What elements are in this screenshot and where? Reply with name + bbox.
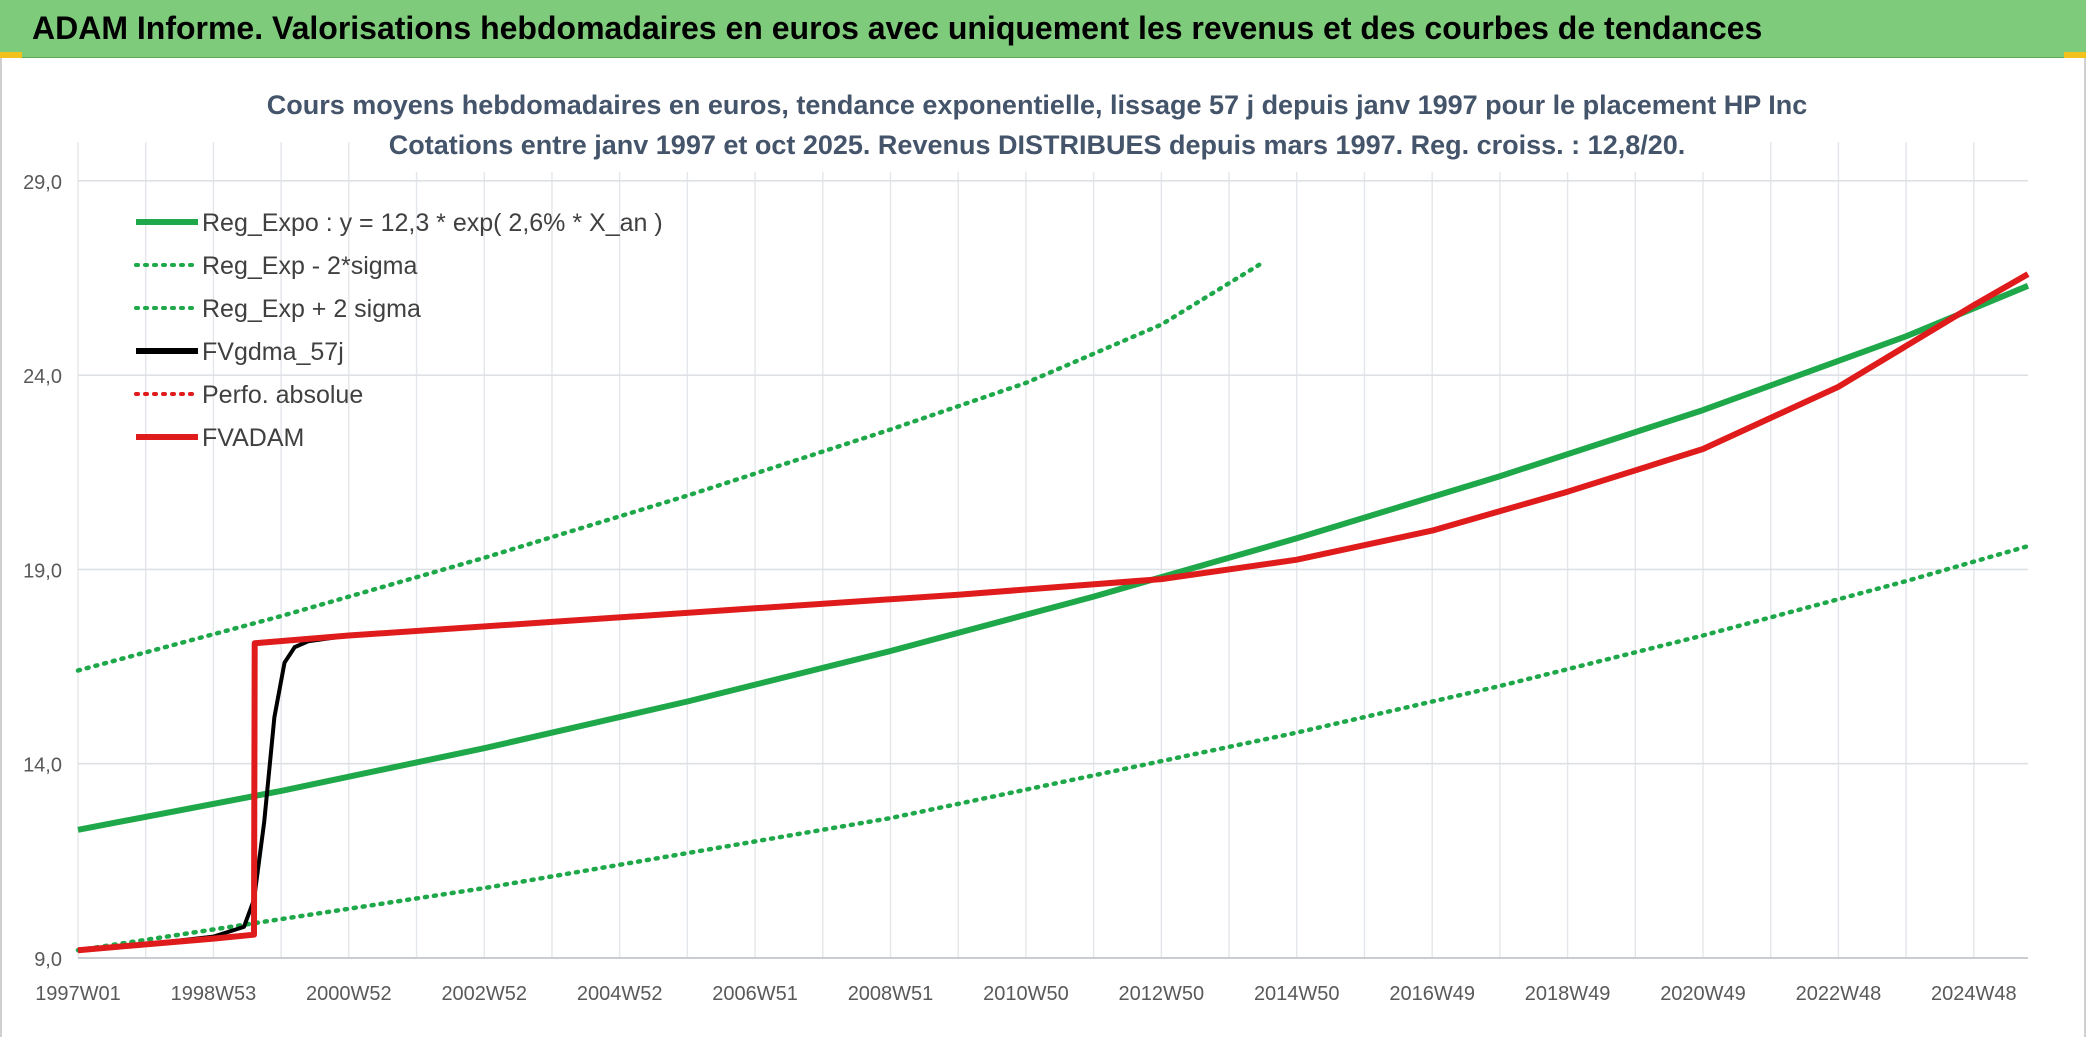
report-title: ADAM Informe. Valorisations hebdomadaire… xyxy=(32,10,1763,46)
series-line-6 xyxy=(77,271,2030,954)
x-tick-label: 2016W49 xyxy=(1389,983,1475,1005)
y-tick-label: 24,0 xyxy=(23,366,62,388)
legend-label: FVADAM xyxy=(202,424,304,452)
legend-label: Reg_Exp + 2 sigma xyxy=(202,295,421,323)
x-tick-label: 1997W01 xyxy=(35,983,121,1005)
y-axis: 9,0 14,0 19,0 24,0 29,0 xyxy=(23,172,62,971)
chart-legend: Reg_Expo : y = 12,3 * exp( 2,6% * X_an )… xyxy=(134,209,663,452)
x-tick-label: 2002W52 xyxy=(441,983,527,1005)
y-tick-label: 19,0 xyxy=(23,560,62,582)
x-tick-label: 2014W50 xyxy=(1254,983,1340,1005)
x-tick-label: 2000W52 xyxy=(306,983,392,1005)
corner-marker-right xyxy=(2064,52,2086,58)
x-tick-label: 2006W51 xyxy=(712,983,798,1005)
x-tick-label: 2018W49 xyxy=(1525,983,1611,1005)
corner-marker-left xyxy=(0,52,22,58)
series-line-1 xyxy=(77,283,2030,833)
legend-label: Reg_Expo : y = 12,3 * exp( 2,6% * X_an ) xyxy=(202,209,663,237)
series-line-2 xyxy=(75,543,2031,953)
chart-title-line-2: Cotations entre janv 1997 et oct 2025. R… xyxy=(389,130,1686,160)
chart-frame xyxy=(0,58,2086,1037)
series-line-3 xyxy=(75,260,1266,673)
chart-series xyxy=(75,260,2031,954)
chart-title-line-1: Cours moyens hebdomadaires en euros, ten… xyxy=(267,90,1808,120)
legend-label: FVgdma_57j xyxy=(202,338,344,366)
y-tick-label: 29,0 xyxy=(23,172,62,194)
x-tick-label: 1998W53 xyxy=(171,983,257,1005)
report-banner: ADAM Informe. Valorisations hebdomadaire… xyxy=(0,0,2086,58)
title-background xyxy=(360,80,1715,172)
legend-label: Perfo. absolue xyxy=(202,381,363,409)
x-tick-label: 2010W50 xyxy=(983,983,1069,1005)
y-tick-label: 9,0 xyxy=(34,949,62,971)
x-tick-label: 2024W48 xyxy=(1931,983,2017,1005)
y-tick-label: 14,0 xyxy=(23,755,62,777)
x-tick-label: 2022W48 xyxy=(1796,983,1882,1005)
x-axis: 1997W01 1998W53 2000W52 2002W52 2004W52 2006W… xyxy=(35,957,2028,1005)
x-tick-label: 2012W50 xyxy=(1119,983,1205,1005)
x-tick-label: 2020W49 xyxy=(1660,983,1746,1005)
x-tick-label: 2008W51 xyxy=(848,983,934,1005)
legend-label: Reg_Exp - 2*sigma xyxy=(202,252,417,280)
x-tick-label: 2004W52 xyxy=(577,983,663,1005)
